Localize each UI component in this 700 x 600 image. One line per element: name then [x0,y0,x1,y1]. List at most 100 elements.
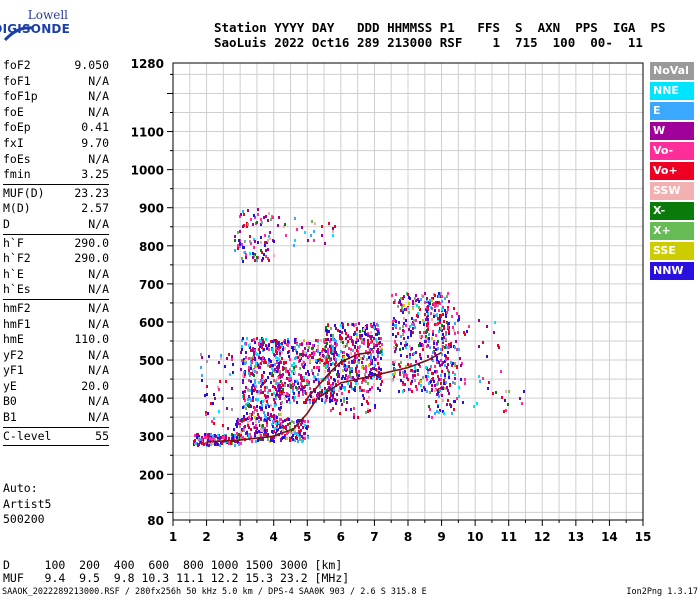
echo-point [259,366,261,369]
echo-point [345,367,347,370]
echo-point [205,413,207,416]
echo-point [213,393,215,396]
echo-point [343,400,345,403]
echo-point [363,328,365,331]
echo-point [370,353,372,356]
echo-point [239,215,241,218]
echo-point [419,365,421,368]
echo-point [248,416,250,419]
echo-point [335,361,337,364]
echo-point [260,417,262,420]
echo-point [303,376,305,379]
echo-point [298,373,300,376]
echo-point [204,394,206,397]
echo-point [402,390,404,393]
echo-point [276,429,278,432]
param-name: foEs [3,151,31,166]
echo-point [299,367,301,370]
echo-point [412,300,414,303]
echo-point [244,373,246,376]
echo-point [459,357,461,360]
echo-point [248,434,250,437]
echo-point [276,393,278,396]
echo-point [332,382,334,385]
echo-point [275,356,277,359]
echo-point [358,361,360,364]
echo-point [443,412,445,415]
echo-point [430,365,432,368]
echo-point [356,327,358,330]
param-row: h`F2 290.0 [3,251,109,267]
echo-point [400,335,402,338]
echo-point [354,386,356,389]
echo-point [350,382,352,385]
echo-point [330,363,332,366]
echo-point [255,424,257,427]
scaled-parameters-panel: foF2 9.050 foF1 N/A foF1p N/A foE N/A foEp 0.41 fx… [3,58,109,447]
echo-point [403,304,405,307]
echo-point [439,364,441,367]
echo-point [254,240,256,243]
echo-point [299,433,301,436]
echo-point [302,393,304,396]
echo-point [424,292,426,295]
echo-point [340,340,342,343]
echo-point [322,348,324,351]
echo-point [447,357,449,360]
echo-point [279,352,281,355]
echo-point [330,384,332,387]
echo-point [451,315,453,318]
echo-point [405,324,407,327]
echo-point [417,298,419,301]
echo-point [282,384,284,387]
echo-point [487,387,489,390]
echo-point [399,365,401,368]
echo-point [346,344,348,347]
echo-point [402,309,404,312]
echo-point [442,399,444,402]
echo-point [442,341,444,344]
echo-point [292,383,294,386]
echo-point [415,360,417,363]
echo-point [413,352,415,355]
legend-item-x-: X+ [650,222,694,240]
echo-point [372,367,374,370]
echo-point [207,439,209,442]
echo-point [200,353,202,356]
echo-point [267,395,269,398]
echo-point [327,375,329,378]
echo-point [287,370,289,373]
echo-point [357,382,359,385]
echo-point [305,426,307,429]
echo-point [424,301,426,304]
echo-point [277,365,279,368]
echo-point [304,420,306,423]
echo-point [434,389,436,392]
echo-point [293,421,295,424]
echo-point [330,376,332,379]
echo-point [281,357,283,360]
echo-point [272,425,274,428]
echo-point [260,389,262,392]
echo-point [414,302,416,305]
echo-point [196,433,198,436]
echo-point [373,346,375,349]
echo-point [420,298,422,301]
echo-point [214,443,216,446]
echo-point [337,370,339,373]
echo-point [248,357,250,360]
echo-point [240,351,242,354]
echo-point [297,382,299,385]
echo-point [412,376,414,379]
echo-point [507,403,509,406]
echo-point [374,364,376,367]
echo-point [352,376,354,379]
echo-point [351,339,353,342]
echo-point [427,320,429,323]
echo-point [266,421,268,424]
echo-point [273,339,275,342]
echo-point [505,390,507,393]
echo-point [249,343,251,346]
echo-point [372,350,374,353]
echo-point [266,400,268,403]
